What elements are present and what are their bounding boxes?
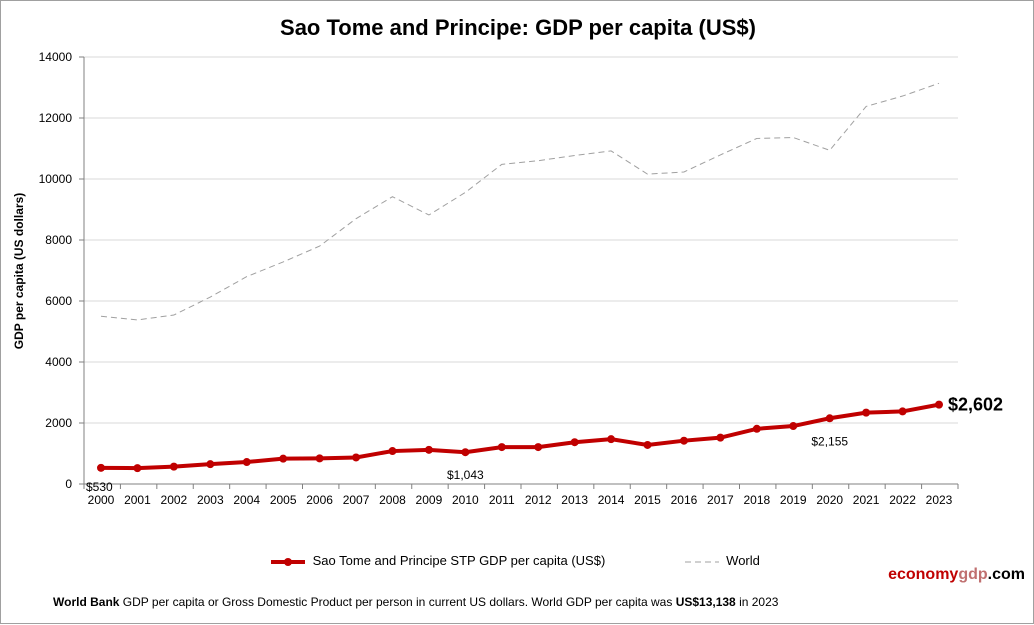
data-point-stp [169, 462, 178, 471]
x-tick-label: 2012 [525, 493, 552, 507]
data-label: $2,155 [811, 434, 848, 448]
x-tick-label: 2007 [343, 493, 370, 507]
brand-part: gdp [958, 566, 988, 583]
x-tick-label: 2021 [853, 493, 880, 507]
footer-note: World Bank GDP per capita or Gross Domes… [53, 595, 778, 609]
x-tick-label: 2009 [416, 493, 443, 507]
data-label: $1,043 [447, 468, 484, 482]
chart-title: Sao Tome and Principe: GDP per capita (U… [280, 15, 756, 40]
data-point-stp [97, 463, 105, 472]
x-tick-label: 2013 [561, 493, 588, 507]
x-tick-label: 2011 [489, 493, 515, 507]
data-point-stp [935, 400, 943, 409]
data-point-stp [534, 443, 543, 452]
x-tick-label: 2017 [707, 493, 734, 507]
x-tick-label: 2016 [671, 493, 698, 507]
x-tick-label: 2020 [816, 493, 843, 507]
legend: Sao Tome and Principe STP GDP per capita… [269, 553, 760, 569]
x-tick-label: 2001 [124, 493, 151, 507]
x-tick-label: 2018 [743, 493, 770, 507]
data-point-stp [497, 443, 506, 452]
x-tick-label: 2023 [926, 493, 953, 507]
data-point-stp [825, 414, 834, 423]
y-tick-label: 0 [65, 477, 72, 491]
x-tick-label: 2015 [634, 493, 661, 507]
data-point-stp [716, 433, 725, 442]
data-point-stp [279, 454, 288, 463]
legend-label-stp: Sao Tome and Principe STP GDP per capita… [312, 553, 606, 568]
data-point-stp [424, 445, 433, 454]
x-tick-label: 2010 [452, 493, 479, 507]
x-tick-label: 2006 [306, 493, 333, 507]
x-tick-label: 2019 [780, 493, 807, 507]
y-axis-label: GDP per capita (US dollars) [12, 193, 26, 350]
data-point-stp [570, 438, 579, 447]
data-point-stp [315, 454, 324, 463]
x-tick-label: 2004 [233, 493, 260, 507]
x-tick-label: 2008 [379, 493, 406, 507]
y-tick-label: 2000 [45, 416, 72, 430]
brand-logo[interactable]: economygdp.com [888, 566, 1025, 584]
y-tick-label: 4000 [45, 355, 72, 369]
data-label: $530 [86, 480, 113, 494]
data-point-stp [388, 447, 397, 456]
x-tick-label: 2005 [270, 493, 297, 507]
data-point-stp [752, 424, 761, 433]
brand-part: .com [987, 566, 1025, 583]
footer-source: World Bank [53, 595, 120, 609]
brand-part: economy [888, 566, 959, 583]
data-point-stp [206, 460, 215, 469]
legend-marker-world [684, 561, 719, 563]
data-label: $2,602 [948, 395, 1003, 415]
y-tick-label: 10000 [39, 172, 73, 186]
data-point-stp [352, 453, 361, 462]
data-point-stp [643, 440, 652, 449]
series-line-world [100, 82, 940, 321]
y-tick-label: 8000 [45, 233, 72, 247]
data-point-stp [862, 408, 871, 417]
y-tick-label: 6000 [45, 294, 72, 308]
data-point-stp [242, 458, 251, 467]
x-tick-label: 2014 [598, 493, 625, 507]
y-tick-label: 14000 [39, 50, 73, 64]
footer-text: in 2023 [735, 595, 779, 609]
data-point-stp [461, 448, 470, 457]
y-tick-label: 12000 [39, 111, 73, 125]
footer-value: US$13,138 [675, 595, 736, 609]
footer-text: GDP per capita or Gross Domestic Product… [119, 595, 676, 609]
data-point-stp [789, 422, 798, 431]
legend-marker-stp [271, 557, 305, 566]
data-point-stp [679, 436, 688, 445]
data-point-stp [133, 464, 142, 473]
data-point-stp [898, 407, 907, 416]
legend-label-world: World [726, 553, 760, 568]
data-point-stp [607, 435, 616, 444]
series-line-stp [100, 402, 940, 471]
x-tick-label: 2000 [88, 493, 115, 507]
x-tick-label: 2022 [889, 493, 916, 507]
x-tick-label: 2002 [161, 493, 188, 507]
x-tick-label: 2003 [197, 493, 224, 507]
